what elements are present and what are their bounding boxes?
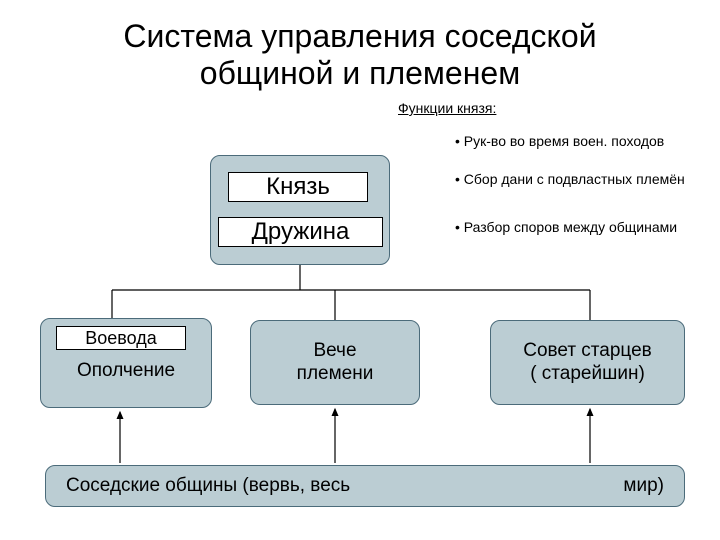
node-communities: Соседские общины (вервь, весь мир) (45, 465, 685, 507)
veche-line1: Вече (313, 340, 356, 363)
communities-left: Соседские общины (вервь, весь (66, 475, 350, 497)
council-line1: Совет старцев (523, 340, 652, 363)
communities-right: мир) (623, 475, 664, 497)
label-druzhina: Дружина (218, 217, 383, 247)
label-opolchenie: Ополчение (40, 360, 212, 382)
label-voevoda: Воевода (56, 326, 186, 350)
node-council: Совет старцев ( старейшин) (490, 320, 685, 405)
node-veche: Вече племени (250, 320, 420, 405)
veche-line2: племени (297, 363, 374, 386)
council-line2: ( старейшин) (530, 363, 645, 386)
connector-layer (0, 0, 720, 540)
label-prince: Князь (228, 172, 368, 202)
